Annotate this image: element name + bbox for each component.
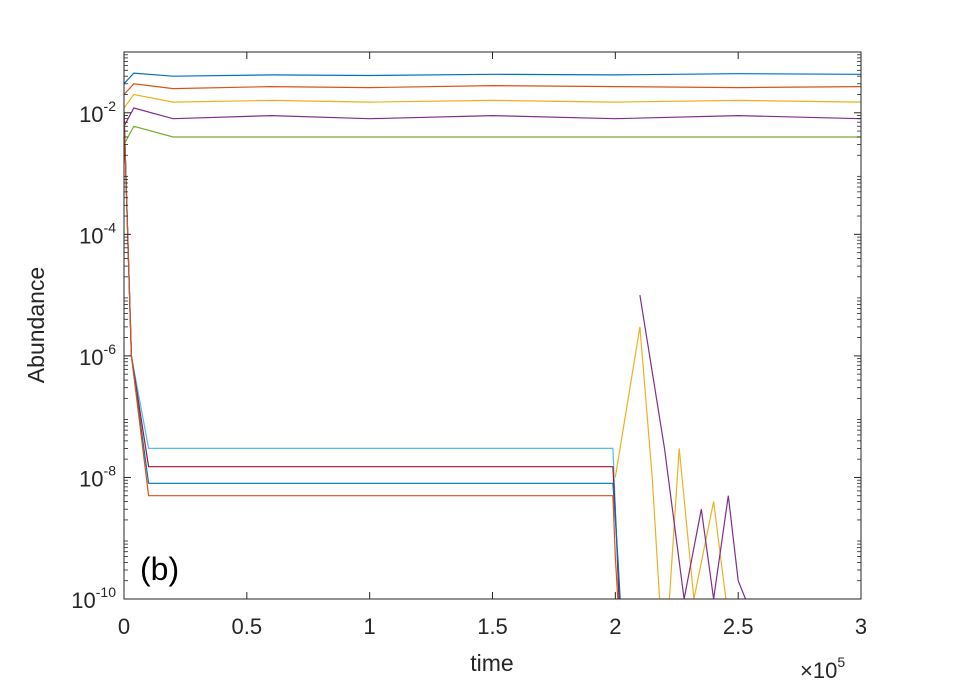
y-tick-label-exponent: -4 [104,219,117,235]
y-tick-label-base: 10 [79,223,103,248]
y-tick-label-exponent: -8 [104,462,117,478]
y-tick-label: 10-2 [79,98,116,127]
series-layer [124,72,861,599]
series-line-5 [124,125,861,145]
y-tick-label-base: 10 [79,466,103,491]
x-tick-label: 2 [609,614,621,639]
x-scale-factor: ×105 [800,654,845,683]
series-line-3 [124,93,861,109]
x-scale-factor-base: ×10 [800,658,837,683]
x-tick-label: 0 [118,614,130,639]
series-line-4 [124,107,861,127]
y-tick-label-base: 10 [79,102,103,127]
y-axis-title: Abundance [23,267,49,383]
y-tick-label-base: 10 [79,345,103,370]
x-tick-label: 1.5 [477,614,508,639]
y-tick-label: 10-10 [71,584,116,613]
x-tick-label: 0.5 [232,614,263,639]
x-tick-label: 3 [855,614,867,639]
panel-label: (b) [140,551,179,587]
x-scale-factor-exponent: 5 [837,654,845,670]
series-line-11 [639,295,747,599]
label-layer: time Abundance (b) ×105 [23,267,845,683]
x-axis-title: time [470,650,513,676]
series-line-2 [124,83,861,95]
series-line-1 [124,72,861,85]
y-tick-label: 10-8 [79,462,116,491]
y-tick-label-base: 10 [71,588,95,613]
series-line-9 [124,112,619,599]
x-tick-label: 1 [364,614,376,639]
y-tick-label-exponent: -2 [104,98,117,114]
x-tick-label: 2.5 [723,614,754,639]
series-line-10 [614,326,727,599]
y-tick-label: 10-4 [79,219,116,248]
y-tick-label: 10-6 [79,341,116,370]
y-tick-label-exponent: -6 [104,341,117,357]
y-tick-label-exponent: -10 [96,584,116,600]
